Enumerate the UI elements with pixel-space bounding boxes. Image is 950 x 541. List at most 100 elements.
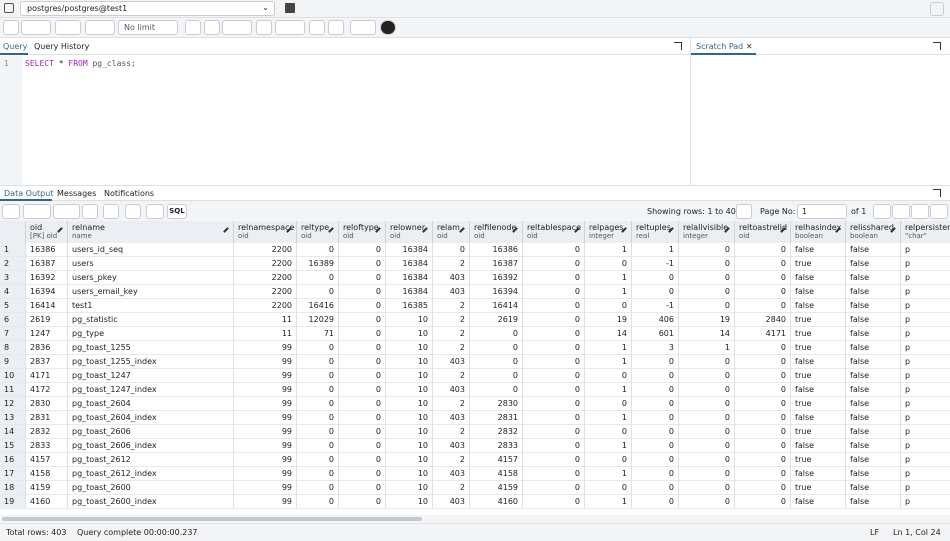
- maximize-output[interactable]: [933, 189, 941, 197]
- cell: 2: [433, 453, 470, 467]
- connection-select[interactable]: postgres/postgres@test1 ⌄: [20, 1, 275, 16]
- cell: true: [791, 327, 846, 341]
- cell: 0: [679, 299, 735, 313]
- page-input[interactable]: 1: [797, 204, 847, 219]
- first-page-button[interactable]: [873, 204, 891, 219]
- column-type: oid: [739, 232, 750, 240]
- cell: 99: [234, 355, 297, 369]
- column-type: integer: [683, 232, 709, 240]
- sql-keyword: SELECT: [25, 59, 54, 68]
- sql-button[interactable]: SQL: [167, 204, 187, 219]
- refresh-button[interactable]: [930, 2, 944, 16]
- cell: 0: [632, 453, 679, 467]
- paste-button[interactable]: [53, 204, 80, 219]
- execute-options-button[interactable]: [222, 20, 252, 35]
- delete-button[interactable]: [82, 204, 98, 219]
- cell: 10: [386, 411, 433, 425]
- cell: 19: [679, 313, 735, 327]
- cell: 0: [585, 481, 632, 495]
- limit-select[interactable]: No limit: [118, 20, 178, 35]
- next-page-button[interactable]: [911, 204, 929, 219]
- page-label: Page No:: [760, 207, 796, 216]
- edit-page-button[interactable]: [736, 204, 752, 219]
- cell: 16387: [470, 257, 523, 271]
- cell: 0: [297, 355, 339, 369]
- filter-button[interactable]: [85, 20, 115, 35]
- cell: 0: [632, 285, 679, 299]
- macros-button[interactable]: [350, 20, 376, 35]
- download-button[interactable]: [125, 204, 141, 219]
- cell: 0: [297, 481, 339, 495]
- cell: 0: [523, 299, 585, 313]
- tab-data-output[interactable]: Data Output: [4, 189, 54, 198]
- cell: 0: [339, 313, 386, 327]
- cell: 0: [339, 467, 386, 481]
- cell: p: [901, 439, 950, 453]
- last-page-button[interactable]: [930, 204, 948, 219]
- column-type: integer: [589, 232, 615, 240]
- add-row-button[interactable]: [2, 204, 20, 219]
- tab-notifications[interactable]: Notifications: [104, 189, 155, 198]
- column-name: relowner: [390, 223, 425, 232]
- db-icon[interactable]: [285, 3, 295, 13]
- cell: 99: [234, 481, 297, 495]
- cell: false: [846, 453, 901, 467]
- cell: true: [791, 313, 846, 327]
- cell: 1: [585, 271, 632, 285]
- row-number: 17: [0, 467, 26, 481]
- cell: 2830: [26, 397, 68, 411]
- graph-button[interactable]: [146, 204, 164, 219]
- cell: 1: [585, 467, 632, 481]
- tab-scratch-pad[interactable]: Scratch Pad ✕: [696, 42, 753, 51]
- open-button[interactable]: [3, 20, 19, 35]
- column-type: boolean: [795, 232, 823, 240]
- cell: 0: [679, 285, 735, 299]
- cell: pg_toast_2604_index: [68, 411, 234, 425]
- maximize-scratch[interactable]: [933, 42, 941, 50]
- cell: 0: [523, 495, 585, 509]
- row-number: 3: [0, 271, 26, 285]
- row-number: 18: [0, 481, 26, 495]
- column-name: relpersistence: [905, 223, 950, 232]
- scroll-thumb[interactable]: [2, 517, 422, 521]
- cell: 2200: [234, 243, 297, 257]
- cell: 16392: [470, 271, 523, 285]
- explain-analyze-button[interactable]: [275, 20, 305, 35]
- save-data-button[interactable]: [103, 204, 119, 219]
- execute-button[interactable]: [204, 20, 220, 35]
- maximize-editor[interactable]: [674, 42, 682, 50]
- prev-page-button[interactable]: [892, 204, 910, 219]
- edit-button[interactable]: [55, 20, 81, 35]
- rollback-button[interactable]: [328, 20, 344, 35]
- cell: 1: [585, 383, 632, 397]
- explain-button[interactable]: [256, 20, 272, 35]
- tab-messages[interactable]: Messages: [57, 189, 97, 198]
- copy-button[interactable]: [23, 204, 51, 219]
- tab-query[interactable]: Query: [3, 42, 28, 51]
- tab-query-history[interactable]: Query History: [34, 42, 90, 51]
- commit-button[interactable]: [309, 20, 325, 35]
- cell: 2: [433, 299, 470, 313]
- cell: 2831: [470, 411, 523, 425]
- cell: 0: [679, 355, 735, 369]
- help-button[interactable]: [380, 20, 396, 35]
- cell: pg_statistic: [68, 313, 234, 327]
- column-name: reltablespace: [527, 223, 581, 232]
- cell: 4160: [470, 495, 523, 509]
- cell: 2: [433, 481, 470, 495]
- save-button[interactable]: [21, 20, 51, 35]
- cell: 0: [735, 453, 791, 467]
- cell: 0: [735, 411, 791, 425]
- cell: 2: [433, 369, 470, 383]
- cell: false: [846, 355, 901, 369]
- row-number: 5: [0, 299, 26, 313]
- cell: 2831: [26, 411, 68, 425]
- stop-button[interactable]: [185, 20, 201, 35]
- cell: false: [791, 243, 846, 257]
- column-name: relfilenode: [474, 223, 517, 232]
- column-type: "char": [905, 232, 927, 240]
- connection-icon[interactable]: [4, 3, 14, 13]
- cell: 99: [234, 383, 297, 397]
- cell: 0: [523, 369, 585, 383]
- cell: pg_toast_2606_index: [68, 439, 234, 453]
